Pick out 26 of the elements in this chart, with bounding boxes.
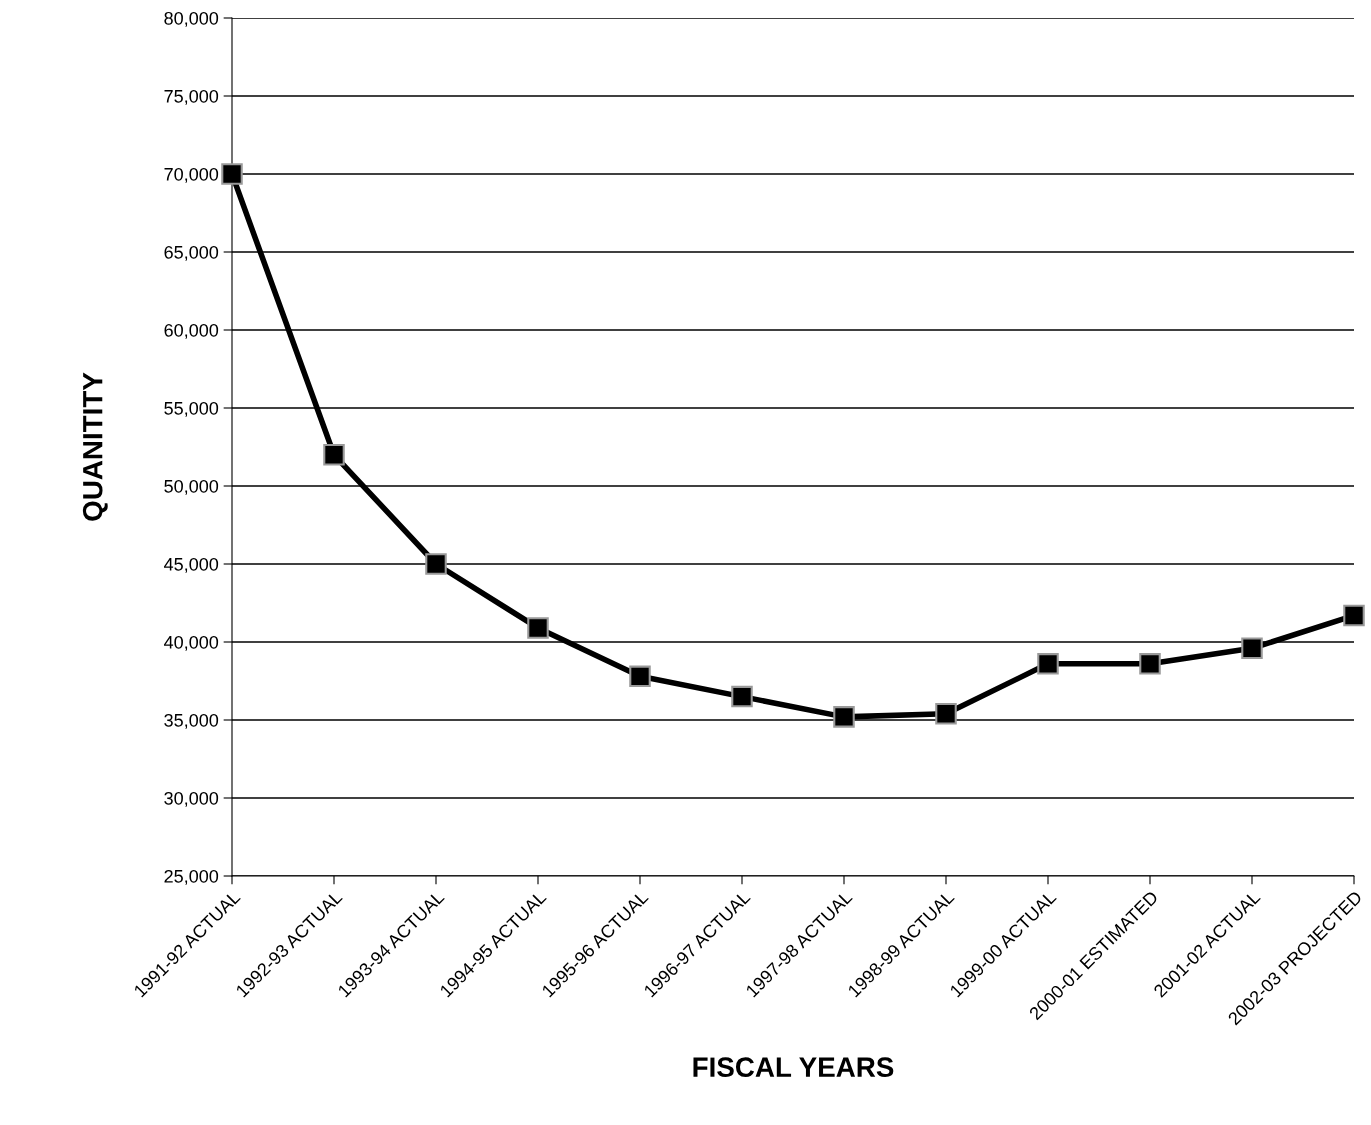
y-tick-label: 65,000 <box>164 245 219 261</box>
point <box>527 617 549 639</box>
y-tick-label: 35,000 <box>164 713 219 729</box>
y-tick-label: 25,000 <box>164 869 219 885</box>
y-tick-label: 70,000 <box>164 167 219 183</box>
y-tick-label: 50,000 <box>164 479 219 495</box>
point <box>833 706 855 728</box>
point <box>1037 653 1059 675</box>
x-axis-title: FISCAL YEARS <box>693 1057 894 1077</box>
point <box>1139 653 1161 675</box>
y-tick-label: 30,000 <box>164 791 219 807</box>
y-tick-label: 40,000 <box>164 635 219 651</box>
point <box>1343 604 1365 627</box>
point <box>221 163 243 185</box>
y-tick-label: 45,000 <box>164 557 219 573</box>
y-tick-label: 60,000 <box>164 323 219 339</box>
point <box>731 685 753 708</box>
point <box>935 703 957 725</box>
y-tick-label: 75,000 <box>164 89 219 105</box>
point <box>629 665 651 688</box>
y-tick-label: 55,000 <box>164 401 219 417</box>
y-axis-title: QUANITITY <box>82 372 108 521</box>
point <box>1241 637 1263 659</box>
y-tick-label: 80,000 <box>164 11 219 27</box>
point <box>425 553 447 575</box>
point <box>323 444 345 466</box>
